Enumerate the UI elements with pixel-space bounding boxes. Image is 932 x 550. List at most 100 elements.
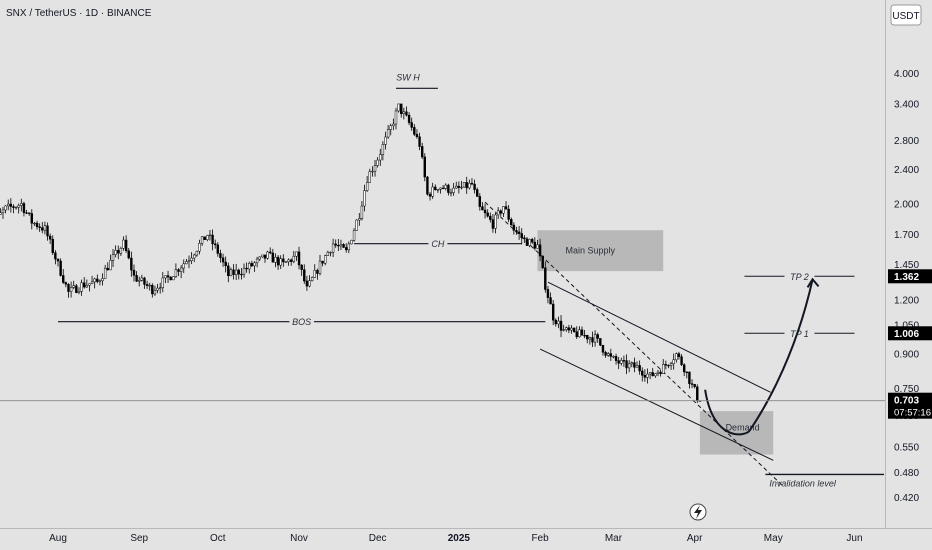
candle xyxy=(33,222,36,225)
candle xyxy=(536,244,539,249)
candle xyxy=(334,243,337,246)
label-backdrop xyxy=(289,315,314,328)
candle xyxy=(93,278,96,283)
candle xyxy=(588,337,592,340)
candle xyxy=(17,205,20,208)
candle xyxy=(4,205,7,211)
candle xyxy=(305,280,309,287)
candle xyxy=(242,267,246,275)
y-tick-label: 1.050 xyxy=(894,321,919,332)
change-of-character-label: CH xyxy=(431,239,444,249)
target-price-value: 1.006 xyxy=(894,329,919,340)
candle xyxy=(27,212,31,214)
candle xyxy=(30,213,34,224)
candle xyxy=(504,206,508,210)
candle xyxy=(572,327,576,332)
candle xyxy=(680,356,683,365)
candle xyxy=(229,269,233,277)
candle xyxy=(441,187,445,190)
candle xyxy=(418,136,421,147)
price-scale[interactable]: 0.4200.4800.5500.6500.7500.9001.0501.200… xyxy=(894,69,919,504)
candle xyxy=(174,269,178,277)
candle xyxy=(481,206,484,211)
candle xyxy=(405,111,408,116)
candle xyxy=(462,182,466,188)
candle xyxy=(122,239,125,249)
candle xyxy=(20,203,23,206)
candle xyxy=(138,280,141,282)
time-scale[interactable]: Aug Sep Oct Nov Dec 2025 Feb Mar Apr May Jun xyxy=(49,533,862,544)
candle xyxy=(190,257,193,261)
candle xyxy=(690,383,694,385)
candle xyxy=(310,277,314,281)
candle xyxy=(14,206,18,209)
candle xyxy=(69,287,73,292)
candle xyxy=(607,353,610,356)
candle xyxy=(48,235,52,240)
candle xyxy=(431,186,434,197)
x-tick-label: Sep xyxy=(130,533,148,544)
candle xyxy=(263,254,267,259)
candle xyxy=(528,239,531,246)
candle xyxy=(384,136,387,145)
zone-box xyxy=(537,230,664,272)
candle xyxy=(583,334,586,337)
candle xyxy=(512,224,516,231)
candle xyxy=(538,244,542,257)
candle xyxy=(379,154,382,161)
candle xyxy=(452,187,455,193)
candle xyxy=(326,251,330,256)
candle xyxy=(158,287,162,289)
candle xyxy=(436,189,440,191)
candle xyxy=(386,129,390,138)
candle xyxy=(111,254,115,261)
candle xyxy=(567,327,571,331)
candle xyxy=(237,269,240,275)
candle xyxy=(643,375,647,378)
candle xyxy=(381,144,385,155)
candle xyxy=(352,230,356,241)
candle xyxy=(473,183,476,190)
candle xyxy=(135,275,138,282)
x-tick-label: May xyxy=(764,533,783,544)
candle xyxy=(682,364,686,373)
y-tick-label: 0.750 xyxy=(894,384,919,395)
candle xyxy=(407,114,411,123)
candle xyxy=(98,280,102,282)
y-tick-label: 1.450 xyxy=(894,260,919,271)
candle xyxy=(289,259,293,262)
candle xyxy=(460,186,463,189)
candle xyxy=(368,171,371,183)
countdown-value: 07:57:16 xyxy=(894,408,931,419)
candle xyxy=(389,125,392,130)
candle xyxy=(124,239,128,252)
candle xyxy=(358,218,361,221)
candle xyxy=(664,364,668,366)
candle xyxy=(641,370,644,376)
currency-button[interactable] xyxy=(890,4,922,26)
candle xyxy=(80,282,83,292)
candle xyxy=(625,360,628,369)
candle xyxy=(255,258,259,264)
candle xyxy=(75,285,78,293)
candle xyxy=(169,276,172,281)
lightning-icon[interactable] xyxy=(689,503,707,521)
candle xyxy=(151,284,154,295)
x-tick-label: Mar xyxy=(605,533,623,544)
candle xyxy=(546,289,550,298)
candle xyxy=(43,225,47,231)
candle xyxy=(182,263,185,269)
candle xyxy=(297,251,301,266)
candle xyxy=(599,338,602,346)
candle xyxy=(216,244,220,254)
candle xyxy=(38,226,41,229)
candle xyxy=(662,364,665,374)
y-tick-label: 0.900 xyxy=(894,350,919,361)
candle xyxy=(276,256,280,266)
candle xyxy=(56,258,60,262)
candle xyxy=(240,273,243,276)
candle xyxy=(685,371,688,373)
y-tick-label: 3.400 xyxy=(894,100,919,111)
